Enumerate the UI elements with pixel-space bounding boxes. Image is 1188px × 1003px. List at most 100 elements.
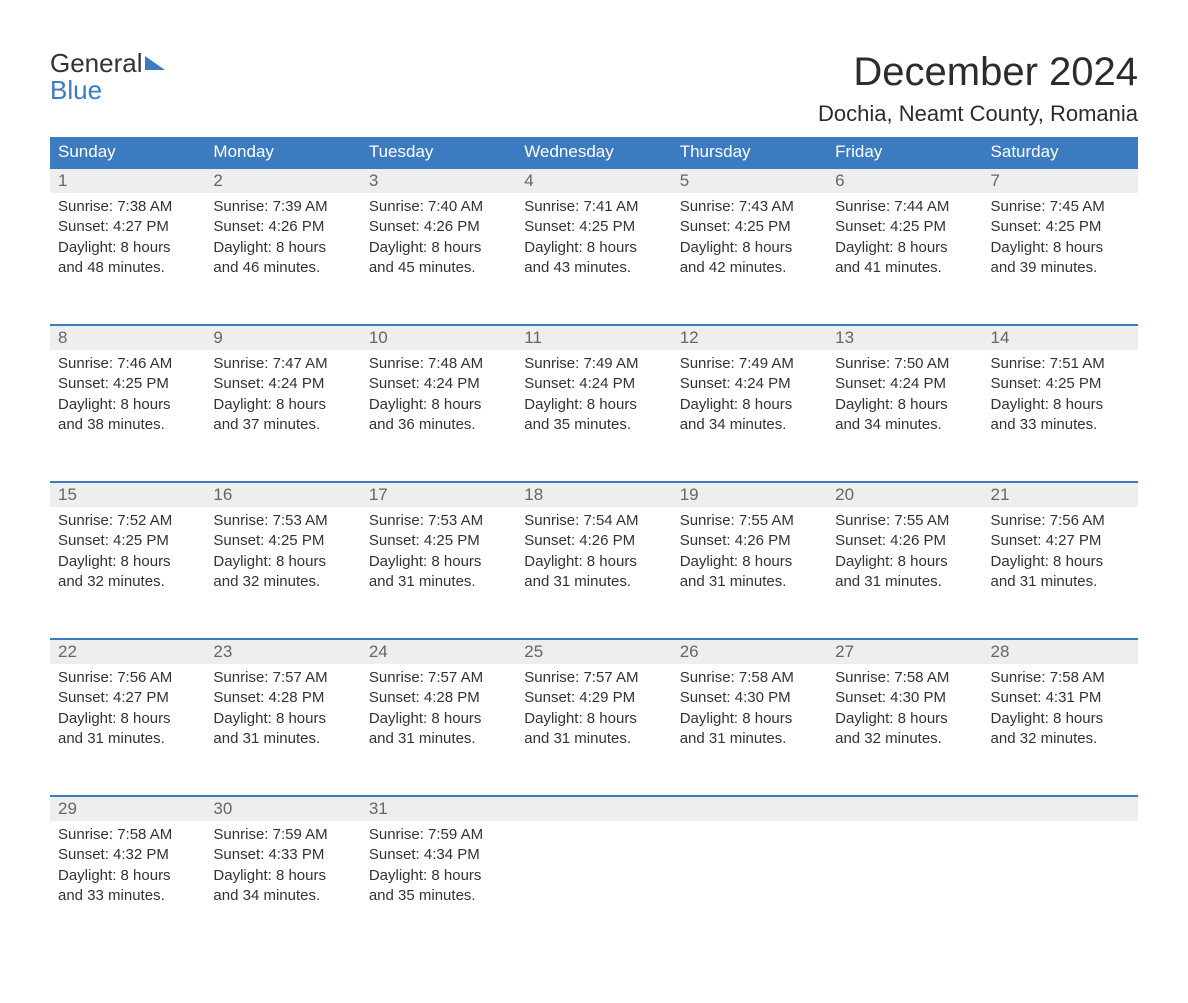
day-daylight-line1: Daylight: 8 hours: [524, 709, 663, 729]
day-daylight-line1: Daylight: 8 hours: [991, 709, 1130, 729]
day-number-cell: 10: [361, 325, 516, 350]
day-cell: Sunrise: 7:55 AMSunset: 4:26 PMDaylight:…: [672, 507, 827, 639]
day-number-cell: [983, 796, 1138, 821]
day-header: Friday: [827, 137, 982, 168]
day-number: 19: [680, 485, 699, 504]
day-sunset: Sunset: 4:24 PM: [369, 374, 508, 394]
day-number-cell: 23: [205, 639, 360, 664]
day-daylight-line2: and 32 minutes.: [58, 572, 197, 592]
week-row: Sunrise: 7:52 AMSunset: 4:25 PMDaylight:…: [50, 507, 1138, 639]
month-title: December 2024: [818, 50, 1138, 95]
day-sunrise: Sunrise: 7:50 AM: [835, 354, 974, 374]
day-number-cell: [827, 796, 982, 821]
day-daylight-line2: and 31 minutes.: [680, 572, 819, 592]
day-daylight-line1: Daylight: 8 hours: [369, 552, 508, 572]
day-number-cell: 24: [361, 639, 516, 664]
day-daylight-line1: Daylight: 8 hours: [58, 395, 197, 415]
day-daylight-line2: and 34 minutes.: [213, 886, 352, 906]
day-daylight-line1: Daylight: 8 hours: [991, 395, 1130, 415]
day-daylight-line1: Daylight: 8 hours: [835, 709, 974, 729]
day-sunset: Sunset: 4:28 PM: [369, 688, 508, 708]
day-daylight-line2: and 38 minutes.: [58, 415, 197, 435]
day-header: Thursday: [672, 137, 827, 168]
day-cell: Sunrise: 7:40 AMSunset: 4:26 PMDaylight:…: [361, 193, 516, 325]
week-row: Sunrise: 7:56 AMSunset: 4:27 PMDaylight:…: [50, 664, 1138, 796]
daynum-row: 293031: [50, 796, 1138, 821]
day-daylight-line1: Daylight: 8 hours: [369, 238, 508, 258]
day-cell: Sunrise: 7:45 AMSunset: 4:25 PMDaylight:…: [983, 193, 1138, 325]
day-number-cell: 27: [827, 639, 982, 664]
day-number-cell: 20: [827, 482, 982, 507]
day-daylight-line2: and 31 minutes.: [524, 729, 663, 749]
day-sunset: Sunset: 4:25 PM: [835, 217, 974, 237]
day-daylight-line1: Daylight: 8 hours: [524, 238, 663, 258]
day-daylight-line1: Daylight: 8 hours: [524, 395, 663, 415]
logo-word-2: Blue: [50, 75, 102, 105]
day-sunset: Sunset: 4:25 PM: [58, 531, 197, 551]
day-daylight-line2: and 34 minutes.: [835, 415, 974, 435]
day-header: Monday: [205, 137, 360, 168]
day-number: 22: [58, 642, 77, 661]
day-sunrise: Sunrise: 7:38 AM: [58, 197, 197, 217]
day-number-cell: 4: [516, 168, 671, 193]
day-daylight-line2: and 39 minutes.: [991, 258, 1130, 278]
day-content: Sunrise: 7:57 AMSunset: 4:28 PMDaylight:…: [361, 664, 516, 765]
day-cell: Sunrise: 7:58 AMSunset: 4:30 PMDaylight:…: [672, 664, 827, 796]
day-sunrise: Sunrise: 7:57 AM: [369, 668, 508, 688]
day-cell: Sunrise: 7:47 AMSunset: 4:24 PMDaylight:…: [205, 350, 360, 482]
day-number: 26: [680, 642, 699, 661]
day-number: 16: [213, 485, 232, 504]
day-sunrise: Sunrise: 7:48 AM: [369, 354, 508, 374]
week-row: Sunrise: 7:38 AMSunset: 4:27 PMDaylight:…: [50, 193, 1138, 325]
day-number-cell: 5: [672, 168, 827, 193]
day-cell: Sunrise: 7:54 AMSunset: 4:26 PMDaylight:…: [516, 507, 671, 639]
day-sunrise: Sunrise: 7:53 AM: [369, 511, 508, 531]
day-cell: Sunrise: 7:53 AMSunset: 4:25 PMDaylight:…: [361, 507, 516, 639]
day-daylight-line1: Daylight: 8 hours: [213, 395, 352, 415]
day-cell: [827, 821, 982, 953]
day-daylight-line2: and 35 minutes.: [369, 886, 508, 906]
day-sunset: Sunset: 4:25 PM: [369, 531, 508, 551]
title-block: December 2024 Dochia, Neamt County, Roma…: [818, 50, 1138, 137]
day-number-cell: 19: [672, 482, 827, 507]
day-number: 25: [524, 642, 543, 661]
logo-text: General Blue: [50, 50, 171, 105]
day-sunrise: Sunrise: 7:58 AM: [680, 668, 819, 688]
day-content: Sunrise: 7:53 AMSunset: 4:25 PMDaylight:…: [205, 507, 360, 608]
day-sunset: Sunset: 4:26 PM: [680, 531, 819, 551]
day-number: 27: [835, 642, 854, 661]
day-daylight-line2: and 36 minutes.: [369, 415, 508, 435]
day-sunrise: Sunrise: 7:41 AM: [524, 197, 663, 217]
day-content: Sunrise: 7:54 AMSunset: 4:26 PMDaylight:…: [516, 507, 671, 608]
day-number-cell: [516, 796, 671, 821]
day-sunset: Sunset: 4:24 PM: [680, 374, 819, 394]
day-cell: Sunrise: 7:39 AMSunset: 4:26 PMDaylight:…: [205, 193, 360, 325]
day-cell: Sunrise: 7:57 AMSunset: 4:29 PMDaylight:…: [516, 664, 671, 796]
day-number: 28: [991, 642, 1010, 661]
day-daylight-line1: Daylight: 8 hours: [835, 238, 974, 258]
day-content: Sunrise: 7:57 AMSunset: 4:28 PMDaylight:…: [205, 664, 360, 765]
day-header-row: Sunday Monday Tuesday Wednesday Thursday…: [50, 137, 1138, 168]
day-content: Sunrise: 7:58 AMSunset: 4:32 PMDaylight:…: [50, 821, 205, 922]
day-number: 2: [213, 171, 222, 190]
day-cell: Sunrise: 7:53 AMSunset: 4:25 PMDaylight:…: [205, 507, 360, 639]
day-daylight-line2: and 46 minutes.: [213, 258, 352, 278]
day-content: Sunrise: 7:53 AMSunset: 4:25 PMDaylight:…: [361, 507, 516, 608]
day-daylight-line1: Daylight: 8 hours: [369, 866, 508, 886]
day-number-cell: 12: [672, 325, 827, 350]
day-sunrise: Sunrise: 7:56 AM: [991, 511, 1130, 531]
calendar-body: 1234567Sunrise: 7:38 AMSunset: 4:27 PMDa…: [50, 168, 1138, 953]
day-content: Sunrise: 7:47 AMSunset: 4:24 PMDaylight:…: [205, 350, 360, 451]
day-sunrise: Sunrise: 7:57 AM: [524, 668, 663, 688]
day-sunrise: Sunrise: 7:59 AM: [369, 825, 508, 845]
day-content: Sunrise: 7:38 AMSunset: 4:27 PMDaylight:…: [50, 193, 205, 294]
day-daylight-line2: and 32 minutes.: [213, 572, 352, 592]
calendar-table: Sunday Monday Tuesday Wednesday Thursday…: [50, 137, 1138, 953]
day-sunrise: Sunrise: 7:55 AM: [680, 511, 819, 531]
day-number: 30: [213, 799, 232, 818]
day-number: 1: [58, 171, 67, 190]
day-daylight-line1: Daylight: 8 hours: [58, 552, 197, 572]
day-header: Tuesday: [361, 137, 516, 168]
day-number-cell: 25: [516, 639, 671, 664]
day-content: Sunrise: 7:55 AMSunset: 4:26 PMDaylight:…: [827, 507, 982, 608]
